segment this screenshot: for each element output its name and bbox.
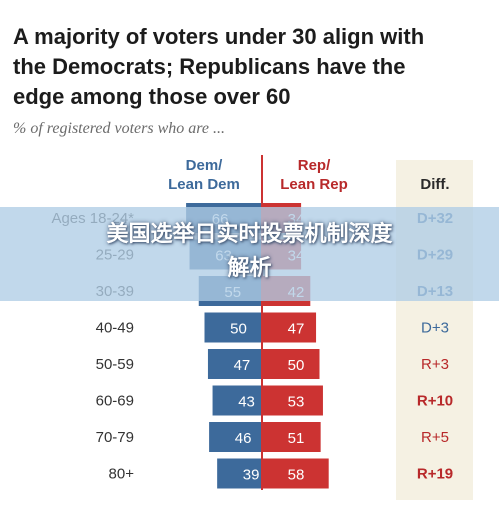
dem-header-line2: Lean Dem [168, 176, 240, 193]
rep-header-line1: Rep/ [298, 157, 331, 174]
banner-line-2: 解析 [227, 256, 272, 281]
dem-value-label: 46 [235, 430, 252, 447]
rep-value-label: 51 [288, 430, 305, 447]
rep-bar [262, 385, 323, 416]
category-label: 50-59 [96, 356, 134, 373]
diff-label: R+19 [417, 466, 453, 483]
watermark-banner [0, 207, 499, 301]
chart-subtitle: % of registered voters who are ... [13, 120, 225, 137]
rep-value-label: 53 [288, 394, 305, 411]
dem-value-label: 39 [243, 467, 260, 484]
category-label: 60-69 [96, 393, 134, 410]
dem-bar [212, 385, 262, 416]
diff-label: R+10 [417, 393, 453, 410]
dem-header-line1: Dem/ [186, 157, 224, 174]
rep-value-label: 58 [288, 467, 305, 484]
dem-bar [217, 458, 262, 489]
category-label: 80+ [109, 466, 135, 483]
diff-label: D+3 [421, 320, 449, 337]
banner-text: 美国选举日实时投票机制深度 解析 [0, 218, 499, 286]
rep-bar [262, 422, 321, 452]
banner-line-1: 美国选举日实时投票机制深度 [106, 222, 393, 247]
rep-bar [262, 312, 317, 343]
category-label: 40-49 [96, 320, 134, 337]
rep-bar [262, 458, 329, 489]
dem-bar [209, 422, 262, 452]
dem-bar [207, 349, 262, 379]
diff-header: Diff. [420, 176, 449, 193]
rep-header-line2: Lean Rep [280, 176, 348, 193]
dem-value-label: 43 [238, 394, 255, 411]
diff-label: R+5 [421, 429, 449, 446]
dem-value-label: 47 [234, 357, 251, 374]
rep-value-label: 50 [288, 357, 305, 374]
dem-value-label: 50 [230, 321, 247, 338]
diff-label: R+3 [421, 356, 449, 373]
rep-value-label: 47 [288, 321, 305, 338]
chart-title: A majority of voters under 30 align with… [13, 24, 425, 109]
category-label: 70-79 [96, 429, 134, 446]
rep-bar [262, 349, 320, 379]
dem-bar [204, 312, 262, 343]
